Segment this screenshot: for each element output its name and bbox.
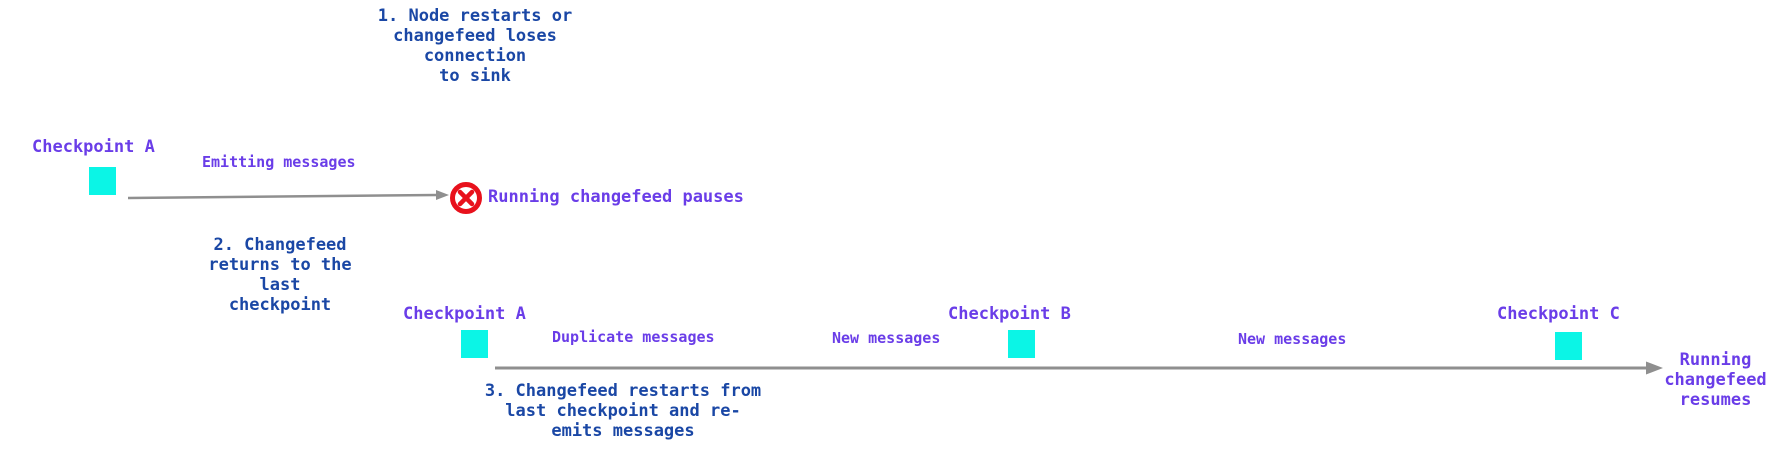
timeline2-checkpoint-b-label: Checkpoint B	[948, 304, 1071, 324]
timeline2-checkpoint-a-label: Checkpoint A	[403, 304, 526, 324]
timeline2-new-messages-label-2: New messages	[1238, 330, 1347, 348]
timeline1-line	[127, 193, 438, 200]
note-step2: 2. Changefeed returns to the last checkp…	[208, 235, 352, 315]
timeline2-checkpoint-a-marker	[461, 330, 488, 358]
timeline1-pause-label: Running changefeed pauses	[488, 187, 744, 207]
timeline2-new-messages-label-1: New messages	[832, 329, 941, 347]
timeline2-arrowhead	[1646, 361, 1663, 375]
timeline2-checkpoint-c-marker	[1555, 332, 1582, 360]
pause-icon-x-stroke-2	[457, 189, 475, 207]
timeline2-checkpoint-b-marker	[1008, 330, 1035, 358]
timeline2-duplicate-messages-label: Duplicate messages	[552, 328, 715, 346]
note-step3: 3. Changefeed restarts from last checkpo…	[484, 381, 762, 441]
timeline1-checkpoint-a-label: Checkpoint A	[32, 137, 155, 157]
timeline1-emitting-messages-label: Emitting messages	[202, 153, 356, 171]
timeline1-checkpoint-a-marker	[89, 167, 116, 195]
note-step1: 1. Node restarts or changefeed loses con…	[377, 6, 573, 86]
timeline2-checkpoint-c-label: Checkpoint C	[1497, 304, 1620, 324]
timeline2-resume-label: Running changefeed resumes	[1664, 350, 1767, 410]
timeline1-arrowhead	[436, 190, 449, 200]
changefeed-pause-icon	[450, 182, 482, 214]
